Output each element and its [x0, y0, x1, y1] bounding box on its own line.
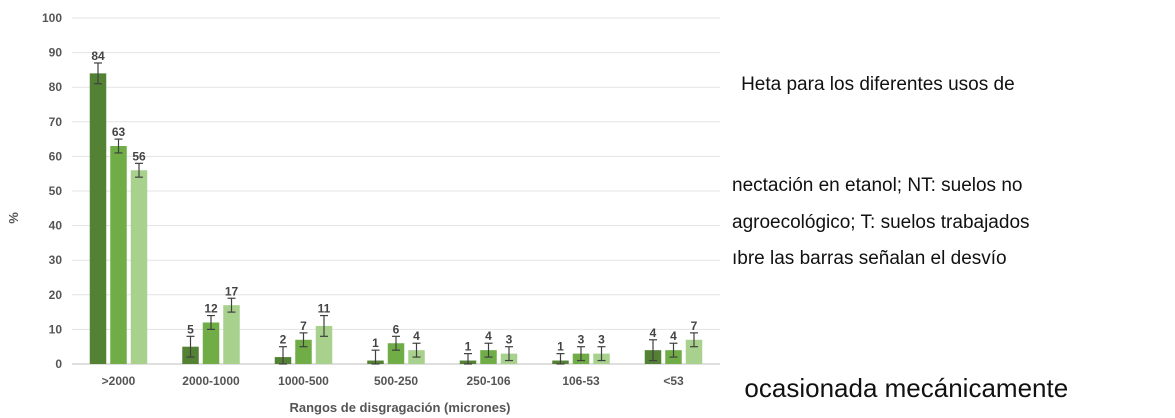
y-tick-label: 20: [49, 288, 63, 302]
y-axis: 0 10 20 30 40 50 60 70 80 90 100: [42, 11, 62, 371]
caption-line-2: nectación en etanol; NT: suelos no: [732, 175, 1023, 196]
y-tick-label: 0: [55, 357, 62, 371]
data-label: 11: [318, 302, 331, 316]
data-label: 5: [187, 322, 194, 336]
y-tick-label: 90: [49, 46, 63, 60]
data-label: 63: [112, 125, 126, 139]
y-tick-label: 10: [49, 322, 63, 336]
error-bar: [371, 349, 380, 365]
error-bar: [392, 335, 400, 351]
data-label: 4: [485, 329, 492, 343]
data-label: 17: [225, 284, 239, 298]
y-tick-label: 100: [42, 11, 62, 25]
data-label: 4: [650, 326, 657, 340]
x-tick-label: 250-106: [466, 374, 510, 388]
y-tick-label: 80: [49, 80, 63, 94]
data-label: 1: [557, 340, 564, 354]
y-tick-label: 30: [49, 253, 63, 267]
y-tick-label: 60: [49, 149, 63, 163]
gridlines: [72, 17, 720, 365]
data-label: 7: [691, 319, 698, 333]
caption-line-1: Heta para los diferentes usos de: [732, 74, 1015, 95]
error-bar: [597, 346, 606, 362]
x-axis: >2000 2000-1000 1000-500 500-250 250-106 106-…: [102, 374, 684, 388]
x-tick-label: 1000-500: [278, 374, 329, 388]
x-tick-label: >2000: [102, 374, 136, 388]
y-tick-label: 70: [49, 115, 63, 129]
error-bar: [135, 162, 143, 178]
data-label: 1: [372, 336, 379, 350]
error-bar: [320, 314, 328, 337]
data-label: 4: [670, 329, 677, 343]
y-tick-label: 40: [49, 219, 63, 233]
y-tick-label: 50: [49, 184, 63, 198]
error-bar: [279, 346, 287, 365]
caption-line-3: agroecológico; T: suelos trabajados: [732, 212, 1030, 233]
data-label: 3: [598, 333, 605, 347]
bar: [89, 73, 107, 365]
data-label: 6: [393, 322, 400, 336]
bar: [110, 146, 127, 364]
x-tick-label: <53: [663, 374, 684, 388]
error-bar: [505, 346, 513, 362]
error-bar: [299, 332, 308, 348]
data-label: 3: [506, 333, 513, 347]
error-bar: [114, 138, 123, 154]
data-label: 4: [413, 329, 420, 343]
x-tick-label: 106-53: [562, 374, 600, 388]
data-label: 1: [465, 340, 472, 354]
bar: [315, 325, 333, 364]
caption-line-5: ocasionada mecánicamente: [732, 373, 1069, 403]
error-bar: [669, 342, 678, 358]
bar: [295, 339, 312, 364]
error-bar: [484, 342, 493, 358]
data-label: 84: [91, 49, 105, 63]
data-label: 3: [578, 333, 585, 347]
x-tick-label: 2000-1000: [182, 374, 240, 388]
data-label: 2: [280, 333, 287, 347]
error-bar: [577, 346, 585, 362]
caption-line-4: ıbre las barras señalan el desvío: [732, 248, 1007, 269]
bar: [130, 170, 148, 364]
y-axis-title: %: [6, 212, 21, 224]
error-bar: [227, 297, 236, 313]
bar: [685, 339, 703, 364]
bar: [223, 305, 240, 364]
error-bar: [207, 314, 215, 330]
error-bar: [186, 335, 195, 358]
bar: [202, 322, 220, 364]
data-label: 7: [300, 319, 307, 333]
error-bar: [649, 339, 657, 362]
data-label: 12: [204, 302, 218, 316]
data-label: 56: [132, 149, 146, 163]
bar: [387, 343, 405, 364]
error-bar: [412, 342, 421, 358]
error-bar: [556, 353, 565, 365]
error-bar: [464, 353, 472, 365]
error-bar: [94, 62, 102, 85]
x-axis-title: Rangos de disgragación (micrones): [289, 400, 510, 415]
error-bar: [690, 332, 698, 348]
x-tick-label: 500-250: [374, 374, 418, 388]
